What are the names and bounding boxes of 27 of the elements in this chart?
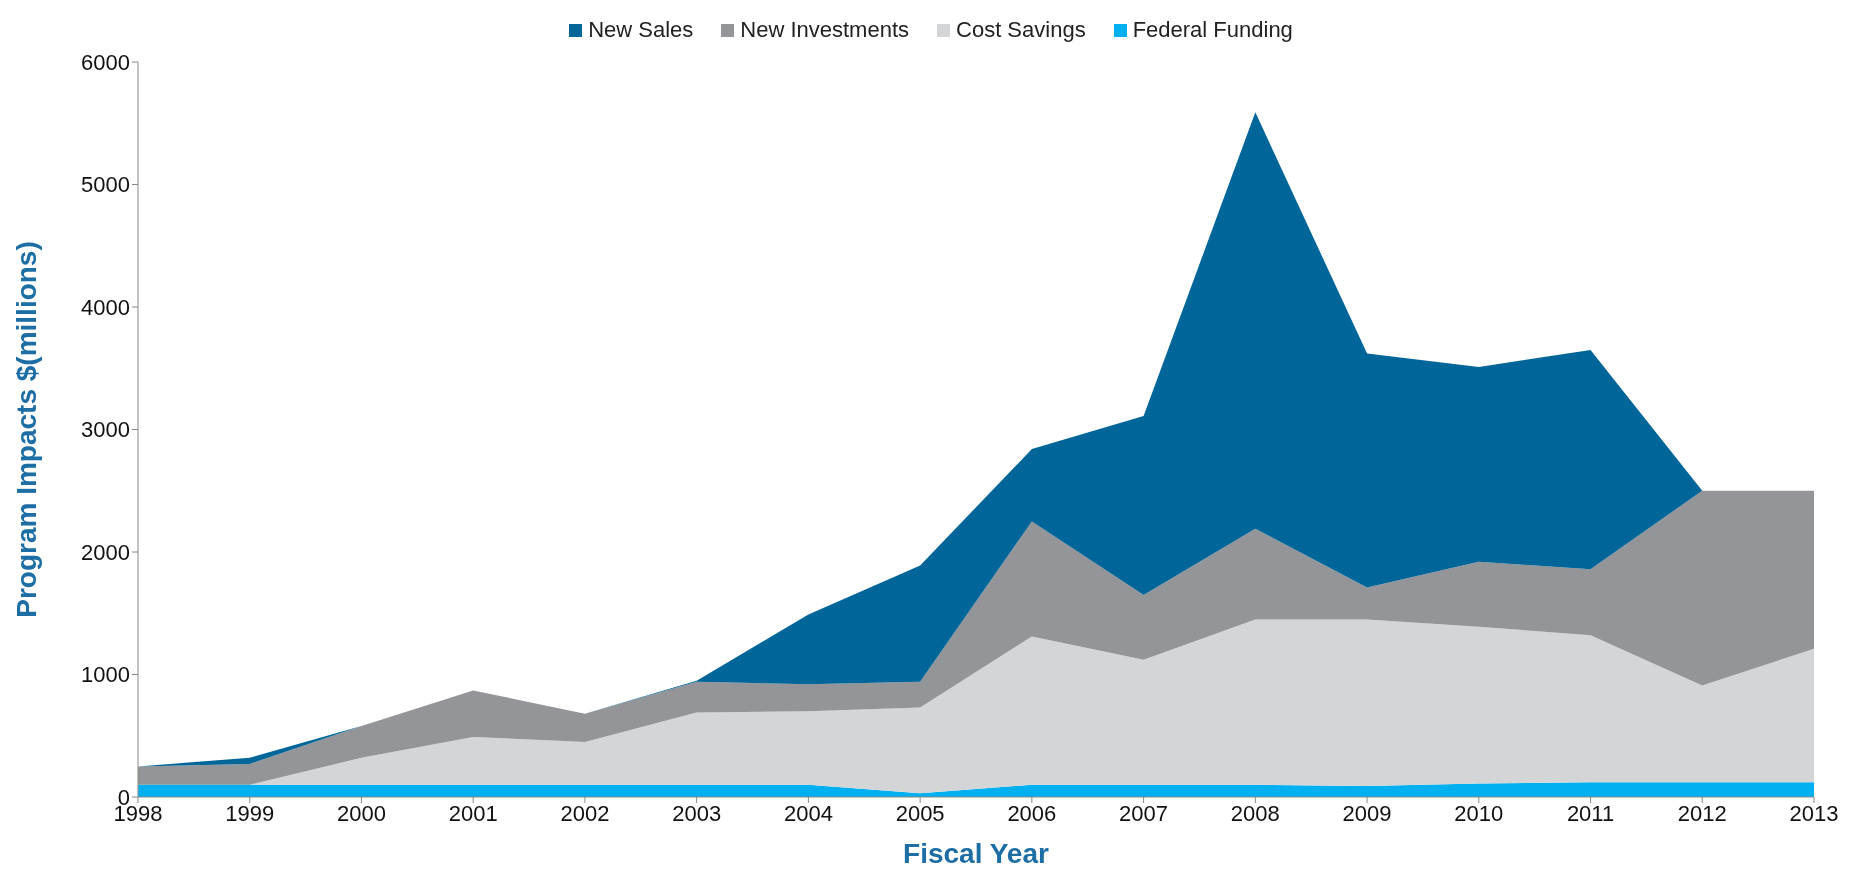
x-tick-label: 2013 xyxy=(1789,800,1839,826)
legend-label: New Sales xyxy=(588,17,694,43)
x-tick-label: 2004 xyxy=(783,800,833,826)
x-tick-label: 2007 xyxy=(1119,800,1169,826)
x-tick-label: 2009 xyxy=(1342,800,1392,826)
y-tick-label: 1000 xyxy=(81,662,130,688)
x-axis-title: Fiscal Year xyxy=(903,838,1050,869)
y-tick-label: 2000 xyxy=(81,539,130,565)
x-tick-label: 2003 xyxy=(672,800,722,826)
y-tick-label: 5000 xyxy=(81,172,130,198)
x-tick-label: 1999 xyxy=(225,800,275,826)
y-axis-title: Program Impacts $(millions) xyxy=(10,241,42,618)
x-tick-label: 2008 xyxy=(1230,800,1280,826)
x-tick-label: 2002 xyxy=(560,800,610,826)
x-tick-label: 2010 xyxy=(1454,800,1504,826)
x-tick-label: 2000 xyxy=(336,800,386,826)
x-tick-label: 2001 xyxy=(448,800,498,826)
y-tick-label: 6000 xyxy=(81,49,130,75)
x-tick-label: 2012 xyxy=(1677,800,1727,826)
legend-label: Federal Funding xyxy=(1132,17,1293,43)
y-tick-label: 3000 xyxy=(81,417,130,443)
legend-label: Cost Savings xyxy=(956,17,1086,43)
legend-label: New Investments xyxy=(740,17,910,43)
x-tick-label: 2005 xyxy=(895,800,945,826)
y-tick-label: 4000 xyxy=(81,294,130,320)
x-tick-label: 2011 xyxy=(1566,800,1615,826)
x-tick-label: 2006 xyxy=(1007,800,1057,826)
